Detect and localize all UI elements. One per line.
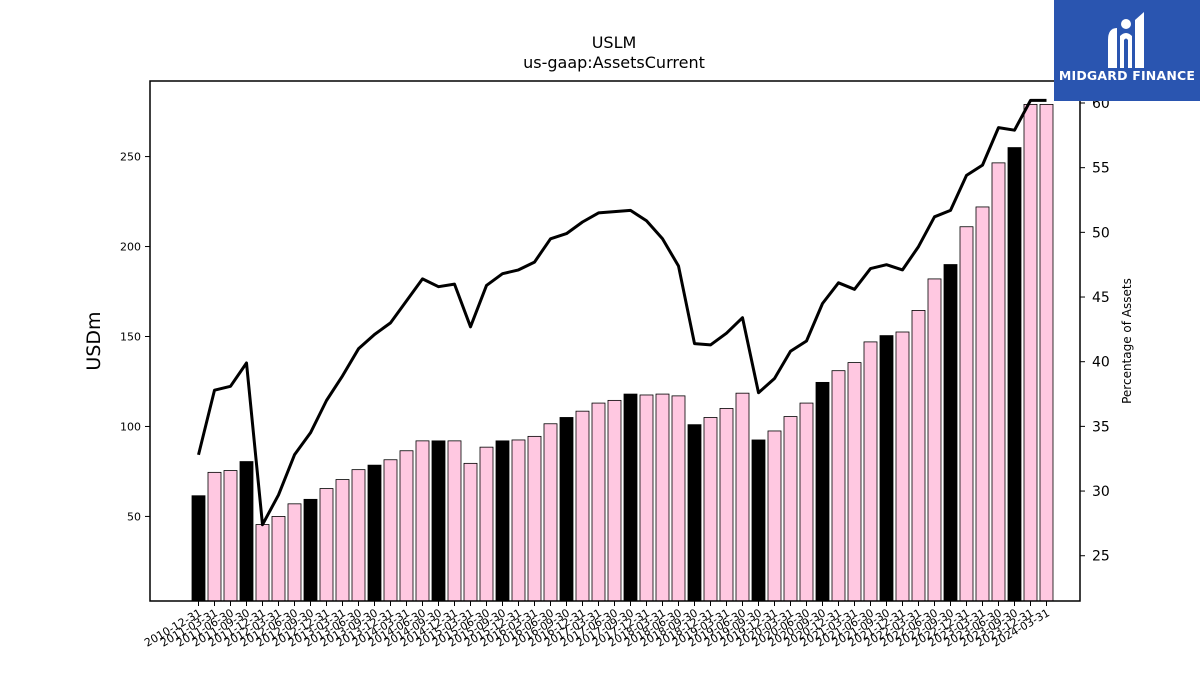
y-tick-label-right: 30 xyxy=(1092,484,1110,500)
y-tick-label-right: 40 xyxy=(1092,355,1110,371)
y-tick-label-left: 150 xyxy=(120,331,141,344)
bar xyxy=(511,439,526,602)
bar xyxy=(1007,147,1022,602)
bar xyxy=(527,435,542,602)
bar xyxy=(543,423,558,602)
y-tick-label-right: 50 xyxy=(1092,225,1110,241)
y-tick-label-left: 50 xyxy=(127,510,141,523)
bar xyxy=(463,462,478,602)
chart-subtitle: us-gaap:AssetsCurrent xyxy=(523,53,705,72)
bar xyxy=(415,440,430,602)
bar xyxy=(767,430,782,602)
bar xyxy=(959,226,974,602)
bar xyxy=(1039,103,1054,602)
y-tick-label-left: 100 xyxy=(120,420,141,433)
bar xyxy=(575,410,590,602)
bar xyxy=(287,503,302,602)
bar xyxy=(1023,103,1038,602)
logo-mark-icon xyxy=(1108,12,1144,68)
bar xyxy=(911,310,926,602)
bar xyxy=(703,417,718,602)
brand-logo: MIDGARD FINANCE xyxy=(1054,0,1200,101)
y-tick-label-right: 35 xyxy=(1092,419,1110,435)
bar xyxy=(735,392,750,602)
bar xyxy=(671,395,686,602)
bar xyxy=(447,440,462,602)
bar xyxy=(431,440,446,602)
y-tick-label-right: 25 xyxy=(1092,549,1110,565)
bar xyxy=(223,470,238,602)
bar xyxy=(479,446,494,602)
bar xyxy=(975,206,990,602)
bar xyxy=(383,459,398,602)
bar xyxy=(991,162,1006,602)
bar xyxy=(303,498,318,602)
bar xyxy=(399,450,414,602)
bar xyxy=(255,524,270,602)
bar xyxy=(239,461,254,602)
bar xyxy=(591,402,606,602)
bar xyxy=(799,402,814,602)
bar xyxy=(719,408,734,602)
line-series xyxy=(197,98,1047,527)
brand-name: MIDGARD FINANCE xyxy=(1058,68,1196,83)
y-tick-label-left: 200 xyxy=(120,241,141,254)
bar xyxy=(927,278,942,602)
bar xyxy=(831,370,846,602)
bar xyxy=(191,495,206,602)
bar xyxy=(879,335,894,602)
bar xyxy=(815,381,830,602)
bar-series xyxy=(191,103,1054,602)
y-axis-label-left: USDm xyxy=(83,311,105,370)
chart-title: USLM xyxy=(592,33,637,52)
y-tick-label-right: 55 xyxy=(1092,161,1110,177)
bar xyxy=(207,471,222,602)
bar xyxy=(895,331,910,602)
bar xyxy=(943,264,958,602)
bar xyxy=(655,393,670,602)
bar xyxy=(559,417,574,602)
bar xyxy=(271,516,286,602)
y-tick-label-right: 45 xyxy=(1092,290,1110,306)
y-tick-label-left: 250 xyxy=(120,151,141,164)
bar xyxy=(319,488,334,602)
bar xyxy=(687,424,702,602)
bar xyxy=(351,469,366,602)
bar xyxy=(639,394,654,602)
bar xyxy=(751,439,766,602)
y-axis-label-right: Percentage of Assets xyxy=(1120,278,1134,404)
bar xyxy=(495,440,510,602)
bar xyxy=(863,341,878,602)
bar xyxy=(335,479,350,602)
bar xyxy=(607,399,622,602)
bar xyxy=(847,362,862,602)
bar xyxy=(783,416,798,602)
bar xyxy=(623,393,638,602)
axes: 5010015020025025303540455055602010-12-31… xyxy=(120,80,1110,650)
percentage-line xyxy=(197,98,1047,527)
bar xyxy=(367,464,382,602)
